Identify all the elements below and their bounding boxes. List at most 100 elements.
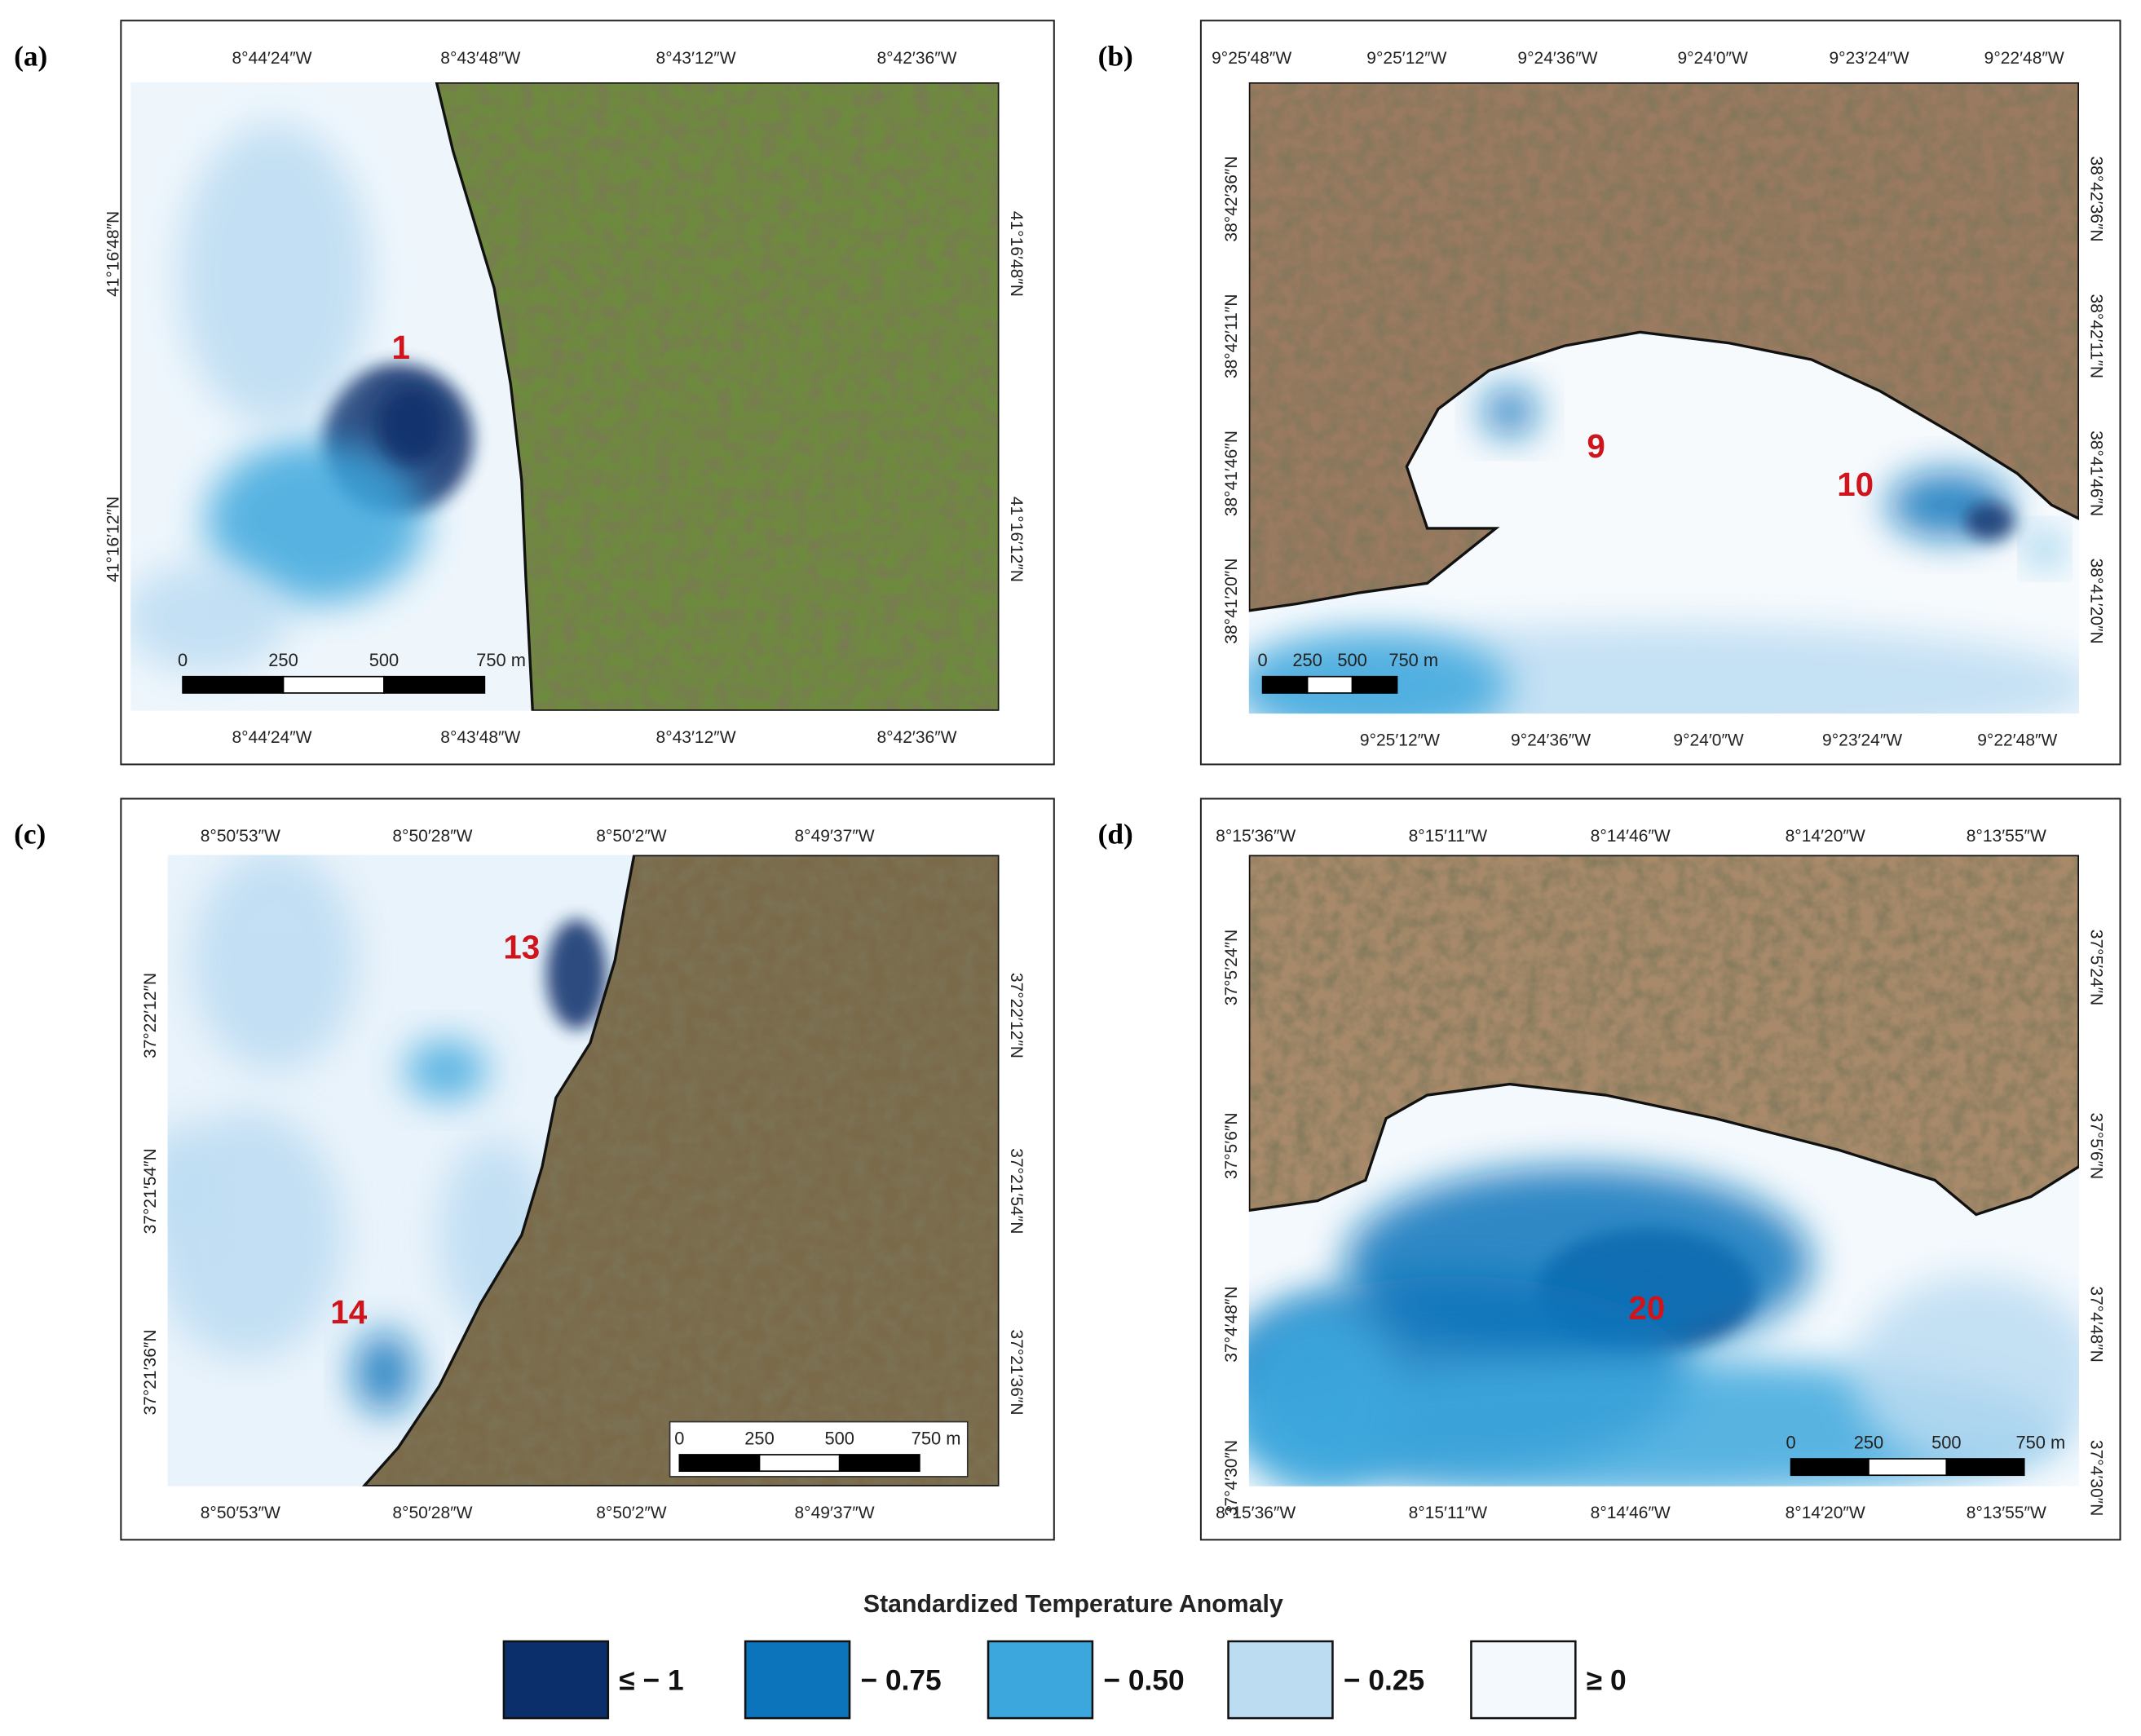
top-tick-label: 8°15′11″W (1409, 827, 1488, 846)
top-tick-label: 8°50′2″W (596, 827, 667, 846)
right-tick-label: 38°42′36″N (2087, 156, 2106, 241)
right-tick-label: 38°42′11″N (2087, 294, 2106, 379)
scale-segment (678, 1454, 761, 1473)
bottom-tick-label: 9°22′48″W (1977, 731, 2057, 749)
right-tick-label: 37°4′30″N (2087, 1440, 2106, 1516)
top-tick-label: 8°13′55″W (1967, 827, 2046, 846)
scale-segment (1945, 1458, 2025, 1477)
panel-label: (c) (14, 819, 46, 850)
scale-label: 750 m (476, 650, 526, 670)
top-tick-label: 9°22′48″W (1984, 49, 2064, 68)
scale-label: 750 m (2016, 1432, 2066, 1452)
scale-label: 500 (369, 650, 399, 670)
panel-label: (d) (1098, 819, 1133, 850)
coastline (1248, 82, 2080, 612)
left-tick-label: 41°16′12″N (104, 497, 123, 582)
hotspot-label: 10 (1837, 466, 1874, 503)
top-tick-label: 9°24′36″W (1517, 49, 1597, 68)
scale-label: 500 (824, 1428, 854, 1448)
right-tick-label: 38°41′46″N (2087, 431, 2106, 516)
anomaly-blob (354, 1331, 415, 1414)
hotspot-label: 14 (330, 1293, 367, 1331)
map-panel: 9°25′48″W 9°25′12″W 9°24′36″W 9°24′0″W 9°23′… (1098, 20, 2121, 766)
right-tick-label: 37°5′6″N (2087, 1112, 2106, 1179)
legend-swatch (1470, 1640, 1577, 1720)
right-tick-label: 41°16′48″N (1007, 211, 1026, 297)
left-tick-label: 37°22′12″N (141, 973, 160, 1058)
anomaly-blob (404, 1040, 488, 1101)
bottom-tick-label: 8°13′55″W (1967, 1504, 2046, 1522)
panel-label: (a) (14, 40, 47, 72)
bottom-tick-label: 8°49′37″W (794, 1504, 874, 1522)
top-tick-label: 9°24′0″W (1677, 49, 1748, 68)
top-tick-label: 9°25′12″W (1366, 49, 1446, 68)
left-tick-label: 37°21′54″N (141, 1148, 160, 1234)
anomaly-blob (167, 1111, 343, 1359)
panel-label: (b) (1098, 40, 1133, 72)
bottom-tick-label: 8°15′11″W (1409, 1504, 1488, 1522)
left-tick-label: 38°42′11″N (1222, 294, 1241, 379)
right-tick-label: 37°22′12″N (1007, 973, 1026, 1058)
right-tick-label: 37°21′54″N (1007, 1148, 1026, 1234)
scale-segment (282, 675, 385, 694)
top-tick-label: 8°15′36″W (1216, 827, 1296, 846)
scale-label: 250 (268, 650, 298, 670)
scale-segment (838, 1454, 920, 1473)
bottom-tick-label: 8°15′36″W (1216, 1504, 1296, 1522)
map-panel: 8°15′36″W 8°15′11″W 8°14′46″W 8°14′20″W 8°13… (1098, 797, 2121, 1541)
scale-label: 250 (744, 1428, 774, 1448)
top-tick-label: 8°42′36″W (876, 49, 956, 68)
scale-label: 500 (1337, 650, 1366, 670)
legend-swatch (987, 1640, 1094, 1720)
map-area (1248, 82, 2080, 714)
legend: Standardized Temperature Anomaly ≤ − 1 − 0… (502, 1591, 1627, 1720)
bottom-tick-label: 9°23′24″W (1822, 731, 1902, 749)
bottom-tick-label: 8°42′36″W (876, 728, 956, 747)
anomaly-blob (167, 1125, 206, 1235)
anomaly-blob (192, 855, 357, 1071)
bottom-tick-label: 9°24′0″W (1673, 731, 1744, 749)
scale-label: 250 (1292, 650, 1322, 670)
bottom-tick-label: 9°24′36″W (1511, 731, 1591, 749)
right-tick-label: 37°4′48″N (2087, 1286, 2106, 1362)
bottom-tick-label: 9°25′12″W (1360, 731, 1440, 749)
map-panel: 8°44′24″W 8°43′48″W 8°43′12″W 8°42′36″W 8°44… (14, 20, 1055, 766)
top-tick-label: 8°14′46″W (1591, 827, 1671, 846)
left-tick-label: 37°5′24″N (1222, 930, 1241, 1005)
scale-label: 500 (1931, 1432, 1961, 1452)
right-tick-label: 38°41′20″N (2087, 559, 2106, 644)
scale-segment (182, 675, 285, 694)
scale-segment (1306, 675, 1353, 694)
scale-label: 0 (674, 1428, 684, 1448)
coastline (361, 855, 1000, 1486)
scale-label: 750 m (912, 1428, 961, 1448)
legend-swatch (1227, 1640, 1334, 1720)
coastline (435, 82, 1000, 711)
bottom-tick-label: 8°43′48″W (440, 728, 520, 747)
left-tick-label: 37°4′48″N (1222, 1286, 1241, 1362)
right-tick-label: 41°16′12″N (1007, 497, 1026, 582)
left-tick-label: 38°41′46″N (1222, 431, 1241, 516)
right-tick-label: 37°21′36″N (1007, 1329, 1026, 1415)
map-panel: 8°50′53″W 8°50′28″W 8°50′2″W 8°49′37″W 8°50′… (14, 797, 1055, 1541)
bottom-tick-label: 8°50′28″W (392, 1504, 472, 1522)
left-tick-label: 37°21′36″N (141, 1329, 160, 1415)
legend-label: − 0.75 (861, 1665, 942, 1697)
top-tick-label: 9°25′48″W (1212, 49, 1291, 68)
hotspot-label: 13 (503, 928, 540, 965)
scale-label: 0 (1786, 1432, 1795, 1452)
map-area (1248, 855, 2080, 1486)
top-tick-label: 8°43′12″W (656, 49, 736, 68)
anomaly-blob (130, 563, 289, 673)
top-tick-label: 8°49′37″W (794, 827, 874, 846)
top-tick-label: 8°50′28″W (392, 827, 472, 846)
anomaly-blob (1481, 387, 1538, 437)
bottom-tick-label: 8°44′24″W (232, 728, 311, 747)
coastline (1248, 855, 2080, 1217)
map-area (167, 855, 1000, 1486)
bottom-tick-label: 8°50′53″W (201, 1504, 280, 1522)
left-tick-label: 41°16′48″N (104, 211, 123, 297)
left-tick-label: 38°41′20″N (1222, 559, 1241, 644)
right-tick-label: 37°5′24″N (2087, 930, 2106, 1005)
